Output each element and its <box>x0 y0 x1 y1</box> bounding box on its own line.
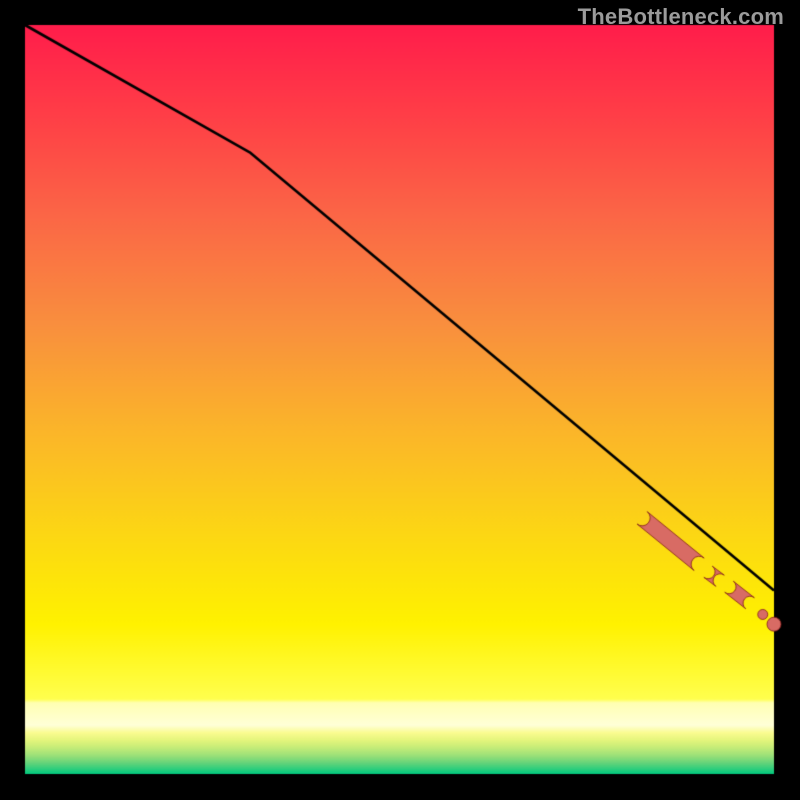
watermark-text: TheBottleneck.com <box>578 4 784 30</box>
bottleneck-chart <box>0 0 800 800</box>
